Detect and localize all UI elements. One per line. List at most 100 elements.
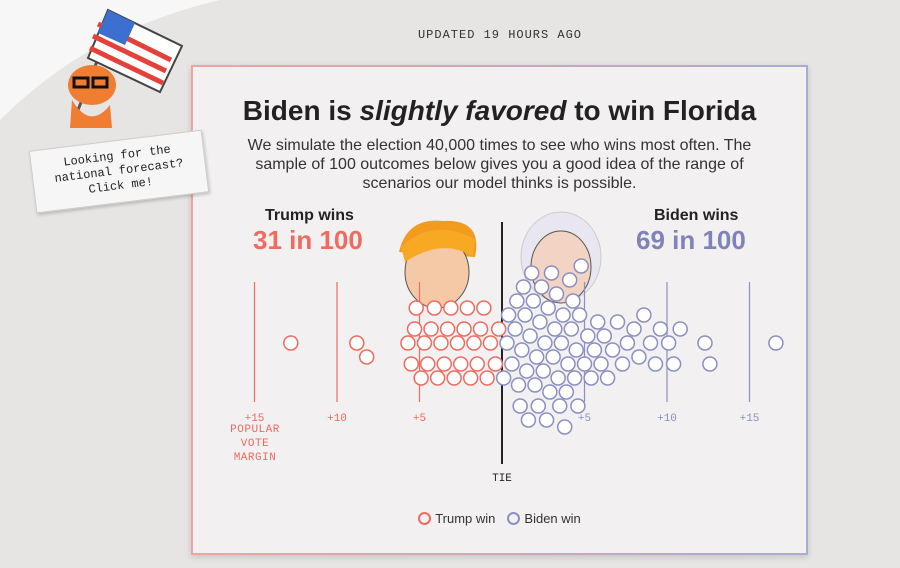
outcome-dot (423, 321, 439, 337)
outcome-dot (469, 356, 485, 372)
outcome-dot (702, 356, 718, 372)
outcome-dot (439, 321, 456, 337)
outcome-dot (466, 335, 482, 351)
outcome-dot (576, 356, 593, 372)
outcome-dot (530, 398, 547, 414)
outcome-dot (596, 328, 613, 344)
outcome-dot (586, 342, 603, 358)
legend-swatch (418, 512, 432, 525)
biden-side-label: Biden wins (654, 207, 739, 224)
outcome-dot (652, 321, 669, 337)
outcome-dot (560, 356, 576, 372)
outcome-dot (540, 300, 556, 316)
outcome-dot (453, 356, 469, 372)
outcome-dot (510, 377, 527, 393)
outcome-dot (283, 335, 299, 351)
outcome-dot (619, 335, 636, 351)
outcome-dot (636, 307, 652, 323)
outcome-dot (647, 356, 664, 372)
outcome-dot (528, 349, 545, 365)
outcome-dot (626, 321, 642, 337)
x-tick-label: +5 (413, 413, 426, 425)
outcome-dot (479, 370, 495, 386)
outcome-dot (525, 293, 542, 309)
outcome-dot (522, 328, 538, 344)
forecast-card: +15 +10 +5 TIE +5 +10 +15 Biden is slightly fa… (191, 65, 808, 555)
outcome-dot (420, 356, 436, 372)
outcome-dot (504, 356, 520, 372)
chart: +15 +10 +5 TIE +5 +10 +15 (245, 211, 784, 485)
outcome-dot (472, 321, 489, 337)
outcome-dot (660, 335, 677, 351)
legend-label: Trump win (435, 511, 496, 526)
outcome-dot (429, 370, 446, 386)
outcome-dot (512, 398, 528, 414)
outcome-dot (553, 335, 570, 351)
outcome-dot (408, 300, 424, 316)
legend-swatch (507, 512, 521, 525)
outcome-dot (571, 307, 588, 323)
outcome-dot (599, 370, 616, 386)
outcome-dot (561, 272, 578, 288)
outcome-dot (642, 335, 659, 351)
outcome-dot (565, 293, 581, 309)
outcome-dot (459, 300, 476, 316)
x-axis-label: POPULAR VOTE MARGIN (230, 424, 280, 464)
x-tick-label: +15 (245, 413, 265, 425)
outcome-dot (523, 265, 540, 281)
outcome-dot (566, 370, 583, 386)
outcome-dot (672, 321, 688, 337)
biden-odds: 69 in 100 (636, 225, 746, 255)
outcome-dot (446, 370, 462, 386)
outcome-dot (443, 300, 459, 316)
outcome-dot (527, 377, 543, 393)
legend-label: Biden win (524, 511, 581, 526)
outcome-dot (476, 300, 492, 316)
x-tick-label: TIE (492, 473, 512, 485)
outcome-dot (449, 335, 466, 351)
outcome-dot (416, 335, 433, 351)
outcome-dot (426, 300, 443, 316)
outcome-dot (400, 335, 416, 351)
headline-text: Biden is (242, 95, 360, 126)
outcome-dot (604, 342, 621, 358)
x-tick-label: +10 (327, 413, 347, 425)
outcome-dot (614, 356, 631, 372)
outcome-dot (548, 286, 565, 302)
outcome-dot (349, 335, 365, 351)
outcome-dot (456, 321, 472, 337)
x-tick-label: +15 (740, 413, 760, 425)
outcome-dot (433, 335, 449, 351)
outcome-dot (573, 258, 589, 274)
trump-side-label: Trump wins (265, 207, 354, 224)
legend-item: Biden win (507, 511, 581, 526)
outcome-dot (514, 342, 530, 358)
outcome-dot (532, 314, 548, 330)
outcome-dot (609, 314, 626, 330)
headline: Biden is slightly favored to win Florida (193, 95, 806, 127)
mascot (68, 8, 184, 128)
outcome-dot (568, 342, 584, 358)
outcome-dot (589, 314, 606, 330)
outcome-dot (547, 321, 563, 337)
outcome-dot (558, 384, 575, 400)
outcome-dot (583, 370, 599, 386)
outcome-dot (545, 349, 561, 365)
outcome-dot (563, 321, 580, 337)
outcome-dot (533, 279, 550, 295)
outcome-dot (499, 335, 515, 351)
outcome-dot (517, 307, 533, 323)
outcome-dot (535, 363, 551, 379)
outcome-dot (768, 335, 784, 351)
legend: Trump win Biden win (193, 511, 806, 528)
outcome-dot (413, 370, 429, 386)
headline-emphasis: slightly favored (359, 95, 567, 126)
outcome-dot (552, 398, 568, 414)
outcome-dot (537, 335, 553, 351)
outcome-dot (358, 349, 375, 365)
outcome-dot (697, 335, 713, 351)
headline-text: to win Florida (566, 95, 757, 126)
trump-odds: 31 in 100 (253, 225, 363, 255)
